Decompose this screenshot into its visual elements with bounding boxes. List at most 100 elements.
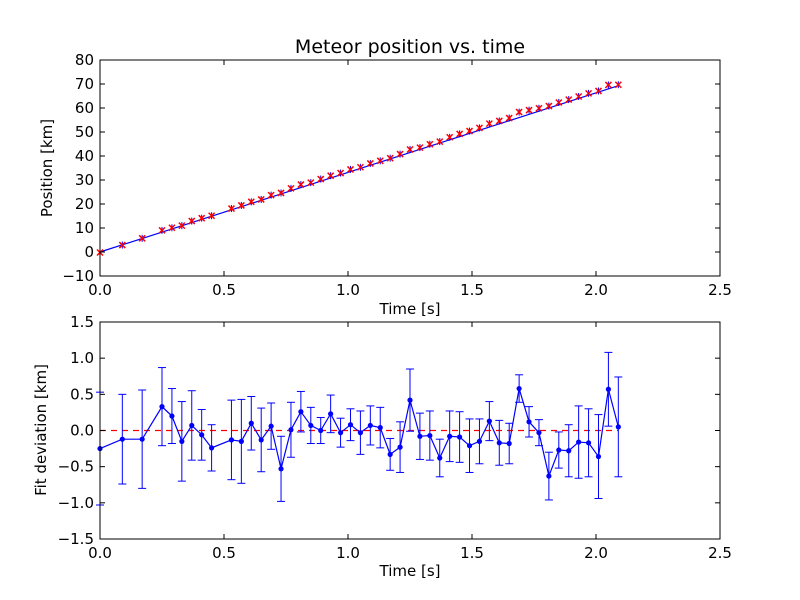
position-point (525, 106, 533, 114)
position-point (485, 120, 493, 128)
deviation-point (347, 422, 354, 428)
position-point (545, 102, 553, 110)
deviation-point (585, 440, 592, 446)
deviation-point (506, 440, 512, 447)
deviation-y-tick-label: −1.0 (58, 494, 94, 512)
position-point (138, 234, 146, 242)
deviation-point (357, 430, 363, 436)
deviation-axes: 0.0 0.5 1.0 1.5 2.0 2.5 −1.5 −1.0 −0.5 0.0 0.5 1.0 1… (58, 313, 732, 562)
deviation-point (536, 430, 542, 436)
position-chart-title: Meteor position vs. time (295, 36, 525, 58)
position-point (337, 169, 345, 177)
deviation-point (556, 447, 562, 453)
deviation-x-axis-label: Time [s] (379, 562, 441, 580)
position-point (168, 224, 176, 232)
deviation-point (288, 427, 294, 433)
deviation-point (139, 436, 145, 442)
deviation-y-tick-label: 0.5 (70, 385, 94, 403)
deviation-x-tick-label: 0.5 (212, 544, 236, 562)
position-y-tick-label: 0 (84, 243, 94, 261)
position-chart: 0.0 0.5 1.0 1.5 2.0 2.5 −10 0 10 20 30 40 50 60 70 80 M… (38, 36, 732, 318)
deviation-point (189, 422, 195, 429)
deviation-x-tick-label: 2.5 (708, 544, 732, 562)
position-point (594, 87, 603, 95)
position-point (614, 81, 622, 89)
position-point (446, 133, 454, 141)
position-point (356, 163, 364, 171)
position-y-tick-label: 80 (75, 51, 94, 69)
deviation-point (199, 432, 205, 438)
deviation-point (159, 404, 165, 410)
position-point (317, 175, 325, 183)
position-point (257, 195, 265, 203)
position-point (198, 214, 206, 222)
deviation-x-tick-label: 0.0 (88, 544, 112, 562)
deviation-x-tick-label: 2.0 (584, 544, 608, 562)
deviation-point (268, 423, 274, 429)
position-x-tick-label: 2.5 (708, 281, 732, 299)
position-point (307, 179, 315, 187)
deviation-point (615, 424, 621, 430)
deviation-point (427, 432, 433, 439)
deviation-point (496, 440, 502, 446)
position-y-tick-label: 70 (75, 75, 94, 93)
position-point (208, 212, 216, 220)
position-point (396, 150, 404, 158)
deviation-point (278, 466, 284, 472)
position-point (406, 145, 414, 154)
position-x-tick-label: 0.5 (212, 281, 236, 299)
position-point (227, 205, 235, 213)
deviation-point (566, 448, 572, 454)
deviation-point (476, 438, 483, 444)
position-point (575, 92, 583, 101)
position-y-axis-label: Position [km] (38, 119, 56, 217)
position-y-tick-label: 10 (75, 219, 94, 237)
position-point (277, 189, 285, 197)
position-point (515, 108, 523, 116)
deviation-point (248, 420, 254, 426)
position-plot-frame (99, 59, 721, 277)
position-x-tick-label: 0.0 (88, 281, 112, 299)
deviation-x-tick-label: 1.5 (460, 544, 484, 562)
position-point (287, 184, 295, 192)
position-point (376, 157, 384, 165)
deviation-point (457, 434, 463, 440)
deviation-point (367, 422, 373, 429)
position-point (505, 114, 513, 122)
deviation-point (308, 422, 314, 429)
position-x-tick-label: 1.0 (336, 281, 360, 299)
deviation-point (238, 438, 244, 444)
position-point (297, 181, 305, 189)
deviation-chart: 0.0 0.5 1.0 1.5 2.0 2.5 −1.5 −1.0 −0.5 0.0 0.5 1.0 1… (32, 313, 732, 580)
deviation-point (209, 445, 215, 451)
position-point (555, 98, 563, 107)
deviation-point (387, 451, 393, 457)
deviation-point (318, 427, 324, 434)
deviation-point (605, 386, 612, 392)
position-point (475, 124, 483, 132)
deviation-point (169, 413, 175, 419)
position-point (386, 154, 394, 162)
position-point (247, 198, 255, 206)
position-y-tick-label: 60 (75, 99, 94, 117)
deviation-point (526, 419, 532, 425)
deviation-point (397, 444, 403, 450)
deviation-point (437, 455, 443, 461)
deviation-y-tick-label: 1.5 (70, 313, 94, 331)
position-y-tick-label: −10 (62, 267, 94, 285)
deviation-point (546, 473, 552, 479)
position-point (456, 130, 464, 138)
position-point (495, 117, 503, 125)
deviation-y-tick-label: 0.0 (70, 422, 94, 440)
position-point (118, 241, 126, 249)
position-y-tick-label: 30 (75, 171, 94, 189)
position-point (436, 138, 444, 146)
deviation-y-tick-label: 1.0 (70, 349, 94, 367)
deviation-point (298, 409, 304, 415)
position-point (535, 104, 543, 112)
position-point (366, 159, 374, 167)
deviation-series-layer (96, 351, 623, 506)
position-y-tick-label: 50 (75, 123, 94, 141)
deviation-point (466, 443, 473, 449)
